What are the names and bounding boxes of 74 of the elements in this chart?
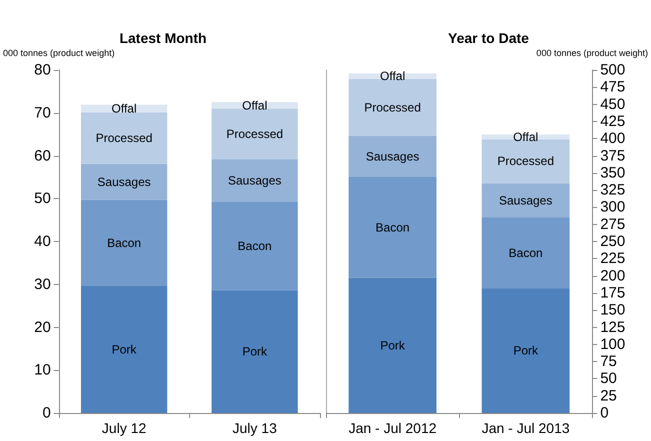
y-tick-label: 350	[600, 164, 626, 182]
text: Bacon	[238, 239, 272, 254]
text: Offal	[242, 98, 268, 112]
series-label: Bacon	[107, 236, 142, 250]
text: Pork	[112, 342, 136, 356]
x-tick-label: July 13	[232, 420, 278, 436]
bar	[348, 78, 436, 136]
y-tick-label: 500	[600, 62, 626, 78]
bar	[482, 183, 570, 218]
series-label: Processed	[226, 126, 284, 141]
series-label: Processed	[497, 154, 554, 168]
series-label: Sausages	[97, 174, 151, 189]
y-tick-label: 100	[600, 336, 626, 353]
y-tick-label: 0	[42, 404, 51, 422]
y-tick-label: 175	[600, 284, 626, 302]
y-tick-label: 40	[34, 233, 51, 250]
chart-title: Year to Date	[448, 30, 530, 46]
bar	[80, 164, 168, 200]
series-label: Pork	[380, 338, 406, 352]
y-tick-label: 125	[600, 318, 626, 336]
y-axis-title: 000 tonnes (product weight)	[2, 48, 115, 58]
x-tick-label: Jan - Jul 2013	[482, 420, 570, 436]
y-tick-label: 20	[34, 318, 51, 336]
y-tick-label: 50	[600, 370, 617, 388]
y-axis-title: 000 tonnes (product weight)	[536, 48, 648, 58]
text: Sausages	[228, 174, 282, 188]
y-tick-label: 250	[600, 233, 626, 250]
series-label: Bacon	[508, 246, 543, 260]
bar	[212, 108, 298, 160]
y-tick-label: 60	[34, 147, 51, 164]
x-tick-label: July 12	[102, 420, 146, 436]
y-tick-label: 275	[600, 216, 626, 233]
text: Processed	[96, 131, 152, 146]
y-tick-label: 10	[34, 362, 51, 379]
y-tick-label: 80	[34, 62, 51, 78]
x-tick-label: Jan - Jul 2012	[348, 420, 437, 436]
bar	[80, 286, 168, 413]
bar	[482, 134, 570, 140]
bar	[80, 112, 168, 164]
bar	[212, 202, 298, 290]
text: Pork	[513, 344, 538, 358]
y-tick-label: 450	[600, 96, 626, 113]
y-tick-label: 400	[600, 130, 626, 148]
bar	[212, 290, 298, 413]
y-tick-label: 150	[600, 302, 626, 319]
y-tick-label: 0	[600, 404, 609, 422]
bar	[212, 159, 298, 202]
bar	[482, 217, 570, 288]
series-label: Pork	[242, 344, 268, 359]
y-tick-label: 375	[600, 147, 626, 164]
y-tick-label: 50	[34, 190, 51, 208]
bar	[80, 200, 168, 286]
bar	[348, 136, 436, 178]
y-tick-label: 225	[600, 250, 626, 268]
bar	[482, 288, 570, 413]
text: Sausages	[366, 149, 420, 164]
y-tick-label: 75	[600, 353, 617, 370]
y-tick-label: 300	[600, 198, 626, 216]
y-tick-label: 70	[34, 104, 51, 122]
text: Offal	[380, 69, 406, 84]
bar	[348, 177, 436, 278]
chart-title: Latest Month	[119, 30, 207, 46]
series-label: Sausages	[498, 193, 552, 208]
y-tick-label: 30	[34, 276, 51, 293]
y-tick-label: 425	[600, 112, 626, 130]
y-tick-label: 200	[600, 267, 626, 284]
y-tick-label: 475	[600, 78, 626, 96]
series-label: Offal	[112, 102, 137, 116]
y-tick-label: 25	[600, 387, 617, 404]
text: Processed	[364, 100, 421, 114]
y-tick-label: 325	[600, 182, 626, 199]
bar	[348, 278, 436, 413]
series-label: Offal	[513, 130, 538, 144]
text: Bacon	[376, 220, 410, 234]
